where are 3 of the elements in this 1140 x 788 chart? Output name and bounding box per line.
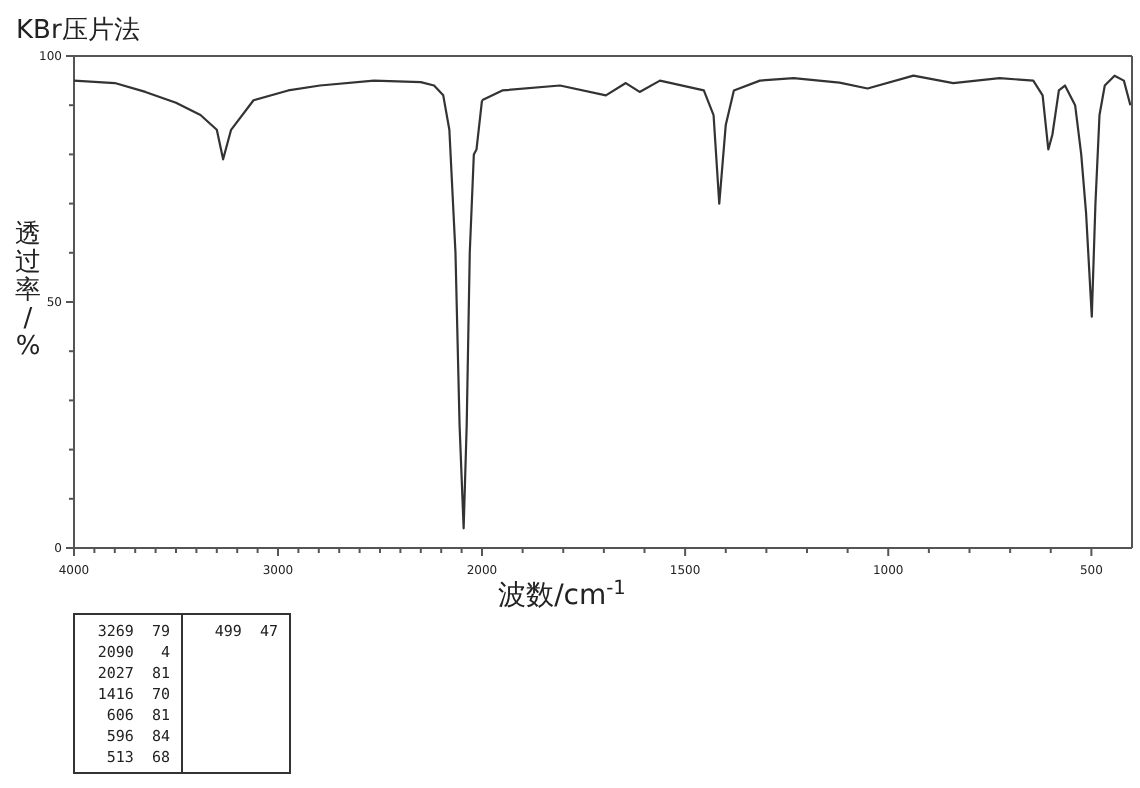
x-axis-title: 波数/cm$^{-1}$: [498, 577, 626, 612]
y-axis-title: 透过率/%: [15, 220, 41, 362]
chart-title: KBr压片法: [16, 16, 140, 46]
